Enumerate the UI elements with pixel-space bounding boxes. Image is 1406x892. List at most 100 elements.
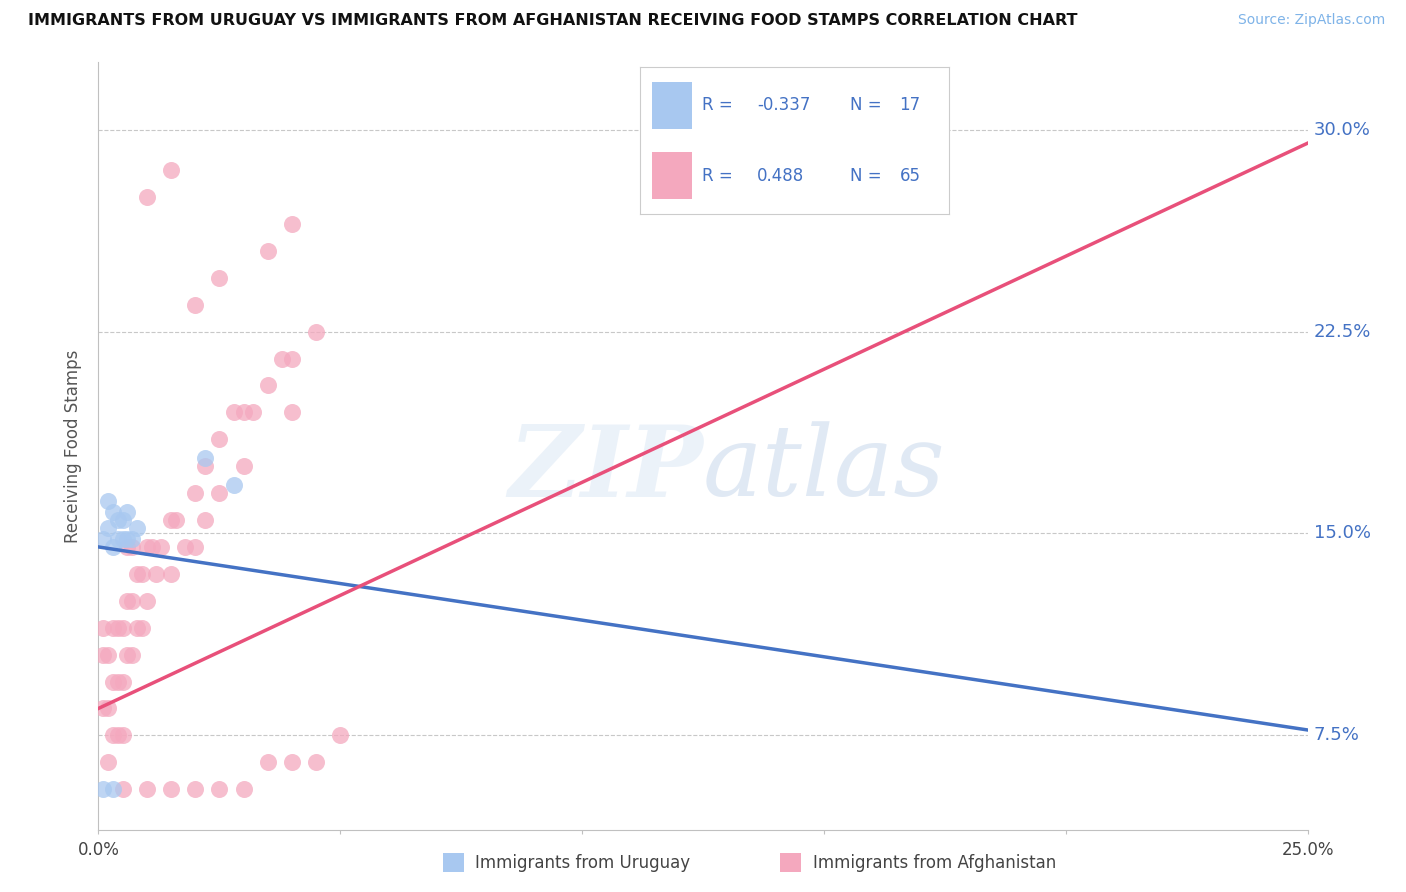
- Point: [194, 459, 217, 474]
- Point: [127, 621, 149, 635]
- Point: [208, 782, 231, 797]
- Text: 25.0%: 25.0%: [1281, 840, 1334, 859]
- Point: [141, 540, 163, 554]
- Point: [91, 621, 114, 635]
- Text: 15.0%: 15.0%: [1313, 524, 1371, 542]
- Point: [184, 782, 207, 797]
- Point: [111, 674, 134, 689]
- Point: [131, 566, 153, 581]
- Text: Immigrants from Afghanistan: Immigrants from Afghanistan: [813, 854, 1056, 871]
- Point: [91, 648, 114, 662]
- Text: 7.5%: 7.5%: [1313, 726, 1360, 744]
- Point: [194, 451, 217, 466]
- Text: Immigrants from Uruguay: Immigrants from Uruguay: [475, 854, 690, 871]
- Point: [117, 505, 139, 519]
- Point: [117, 594, 139, 608]
- Point: [101, 621, 124, 635]
- Text: 65: 65: [900, 167, 921, 185]
- Point: [97, 756, 120, 770]
- Point: [160, 566, 183, 581]
- Point: [121, 648, 143, 662]
- Point: [91, 782, 114, 797]
- Point: [127, 521, 149, 535]
- Text: R =: R =: [702, 96, 738, 114]
- Point: [165, 513, 187, 527]
- Point: [194, 513, 217, 527]
- Text: 30.0%: 30.0%: [1313, 120, 1371, 139]
- Point: [111, 782, 134, 797]
- Point: [135, 190, 157, 204]
- Point: [208, 270, 231, 285]
- Text: N =: N =: [851, 167, 887, 185]
- Point: [281, 217, 304, 231]
- Point: [107, 674, 129, 689]
- Point: [91, 701, 114, 715]
- Point: [111, 532, 134, 546]
- Point: [305, 325, 328, 339]
- Point: [121, 532, 143, 546]
- Point: [107, 513, 129, 527]
- Point: [135, 594, 157, 608]
- Point: [101, 540, 124, 554]
- FancyBboxPatch shape: [652, 153, 692, 200]
- Point: [305, 756, 328, 770]
- Point: [184, 298, 207, 312]
- Text: atlas: atlas: [703, 421, 946, 516]
- Point: [281, 405, 304, 419]
- Text: ZIP: ZIP: [508, 421, 703, 517]
- Point: [150, 540, 173, 554]
- Y-axis label: Receiving Food Stamps: Receiving Food Stamps: [65, 350, 83, 542]
- Point: [160, 163, 183, 178]
- Point: [222, 405, 245, 419]
- Point: [135, 782, 157, 797]
- Point: [232, 459, 254, 474]
- Point: [174, 540, 197, 554]
- Text: IMMIGRANTS FROM URUGUAY VS IMMIGRANTS FROM AFGHANISTAN RECEIVING FOOD STAMPS COR: IMMIGRANTS FROM URUGUAY VS IMMIGRANTS FR…: [28, 13, 1077, 29]
- Text: Source: ZipAtlas.com: Source: ZipAtlas.com: [1237, 13, 1385, 28]
- Point: [208, 432, 231, 446]
- Text: 22.5%: 22.5%: [1313, 323, 1371, 341]
- Point: [117, 532, 139, 546]
- Text: 17: 17: [900, 96, 921, 114]
- Point: [111, 513, 134, 527]
- Point: [281, 756, 304, 770]
- Text: 0.0%: 0.0%: [77, 840, 120, 859]
- Point: [160, 782, 183, 797]
- Point: [101, 728, 124, 742]
- Point: [117, 540, 139, 554]
- Point: [97, 648, 120, 662]
- Point: [97, 701, 120, 715]
- FancyBboxPatch shape: [652, 81, 692, 128]
- Point: [117, 648, 139, 662]
- Text: -0.337: -0.337: [758, 96, 811, 114]
- Text: N =: N =: [851, 96, 887, 114]
- Point: [256, 756, 278, 770]
- Point: [135, 540, 157, 554]
- Point: [91, 532, 114, 546]
- Point: [329, 728, 352, 742]
- Point: [232, 405, 254, 419]
- Point: [111, 728, 134, 742]
- Point: [271, 351, 294, 366]
- Point: [222, 478, 245, 492]
- Point: [107, 728, 129, 742]
- Point: [256, 378, 278, 392]
- Point: [101, 782, 124, 797]
- Point: [121, 540, 143, 554]
- Point: [107, 621, 129, 635]
- Point: [131, 621, 153, 635]
- Point: [97, 521, 120, 535]
- Point: [121, 594, 143, 608]
- Point: [107, 532, 129, 546]
- Point: [101, 505, 124, 519]
- Point: [242, 405, 264, 419]
- Point: [111, 621, 134, 635]
- Point: [256, 244, 278, 258]
- Point: [184, 486, 207, 500]
- Point: [145, 566, 167, 581]
- Point: [160, 513, 183, 527]
- Point: [101, 674, 124, 689]
- Point: [208, 486, 231, 500]
- Point: [281, 351, 304, 366]
- Point: [127, 566, 149, 581]
